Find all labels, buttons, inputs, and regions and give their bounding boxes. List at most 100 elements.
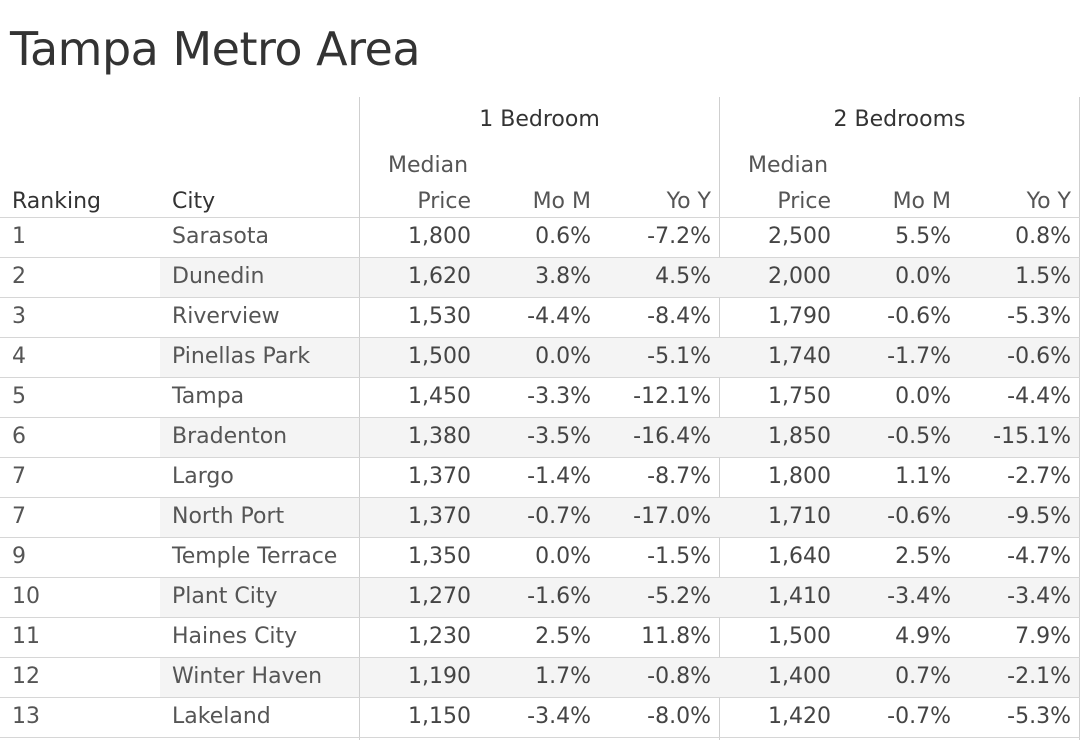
- cell-b2-yoy: 7.9%: [1015, 624, 1071, 649]
- cell-b1-yoy: -8.7%: [647, 464, 711, 489]
- cell-b1-price: 1,230: [408, 624, 471, 649]
- cell-b2-mom: 4.9%: [895, 624, 951, 649]
- row-shade: [160, 338, 359, 377]
- cell-b2-yoy: -2.1%: [1007, 664, 1071, 689]
- row-rule: [0, 297, 1080, 298]
- cell-b2-yoy: 0.8%: [1015, 224, 1071, 249]
- cell-b1-price: 1,380: [408, 424, 471, 449]
- cell-ranking: 4: [12, 344, 26, 369]
- cell-b1-yoy: -0.8%: [647, 664, 711, 689]
- cell-b1-mom: -1.6%: [527, 584, 591, 609]
- col-header-b1-price: Price: [417, 189, 471, 214]
- cell-b2-price: 1,500: [768, 624, 831, 649]
- cell-b2-mom: 0.7%: [895, 664, 951, 689]
- cell-b1-price: 1,190: [408, 664, 471, 689]
- row-shade: [360, 658, 1079, 697]
- cell-b1-mom: 2.5%: [535, 624, 591, 649]
- group-header-2-bedrooms: 2 Bedrooms: [833, 107, 966, 132]
- cell-b2-mom: 0.0%: [895, 264, 951, 289]
- cell-b1-mom: -3.3%: [527, 384, 591, 409]
- row-rule: [0, 257, 1080, 258]
- cell-b1-yoy: -8.4%: [647, 304, 711, 329]
- cell-b1-yoy: -16.4%: [633, 424, 711, 449]
- cell-city: Haines City: [172, 624, 298, 649]
- cell-b1-price: 1,350: [408, 544, 471, 569]
- cell-b2-mom: -0.6%: [887, 304, 951, 329]
- cell-b2-price: 2,000: [768, 264, 831, 289]
- cell-b2-price: 1,710: [768, 504, 831, 529]
- cell-b1-yoy: -1.5%: [647, 544, 711, 569]
- col-header-ranking: Ranking: [12, 189, 101, 214]
- cell-city: Riverview: [172, 304, 280, 329]
- row-rule: [0, 737, 1080, 738]
- row-rule: [0, 657, 1080, 658]
- cell-city: Plant City: [172, 584, 278, 609]
- cell-b2-mom: -0.5%: [887, 424, 951, 449]
- cell-b2-mom: 2.5%: [895, 544, 951, 569]
- divider-right: [1079, 97, 1080, 740]
- cell-b1-mom: 0.0%: [535, 344, 591, 369]
- cell-ranking: 7: [12, 464, 26, 489]
- cell-city: Dunedin: [172, 264, 265, 289]
- cell-b2-price: 1,790: [768, 304, 831, 329]
- cell-b2-yoy: 1.5%: [1015, 264, 1071, 289]
- cell-ranking: 12: [12, 664, 40, 689]
- col-header-b1-mom: Mo M: [532, 189, 591, 214]
- cell-city: Tampa: [172, 384, 245, 409]
- row-shade: [360, 498, 1079, 537]
- cell-city: Temple Terrace: [172, 544, 338, 569]
- group-header-1-bedroom: 1 Bedroom: [479, 107, 600, 132]
- cell-b2-mom: 0.0%: [895, 384, 951, 409]
- cell-b2-yoy: -3.4%: [1007, 584, 1071, 609]
- row-shade: [160, 658, 359, 697]
- cell-city: Pinellas Park: [172, 344, 311, 369]
- cell-b2-yoy: -5.3%: [1007, 304, 1071, 329]
- row-shade: [160, 578, 359, 617]
- cell-b1-price: 1,620: [408, 264, 471, 289]
- cell-city: Bradenton: [172, 424, 288, 449]
- cell-b1-price: 1,370: [408, 464, 471, 489]
- cell-b1-price: 1,370: [408, 504, 471, 529]
- cell-b1-mom: -3.5%: [527, 424, 591, 449]
- row-rule: [0, 537, 1080, 538]
- cell-ranking: 10: [12, 584, 40, 609]
- cell-b1-yoy: 11.8%: [641, 624, 711, 649]
- header-rule-right: [360, 217, 1080, 218]
- row-rule: [0, 697, 1080, 698]
- col-header-b2-median: Median: [748, 153, 829, 178]
- cell-b1-mom: -1.4%: [527, 464, 591, 489]
- cell-ranking: 1: [12, 224, 26, 249]
- cell-city: North Port: [172, 504, 285, 529]
- row-rule: [0, 457, 1080, 458]
- row-rule: [0, 337, 1080, 338]
- col-header-city: City: [172, 189, 216, 214]
- cell-ranking: 7: [12, 504, 26, 529]
- cell-b1-yoy: -8.0%: [647, 704, 711, 729]
- cell-b2-mom: -1.7%: [887, 344, 951, 369]
- cell-b1-price: 1,450: [408, 384, 471, 409]
- cell-b1-price: 1,270: [408, 584, 471, 609]
- cell-b1-price: 1,500: [408, 344, 471, 369]
- cell-ranking: 3: [12, 304, 26, 329]
- cell-b2-mom: -3.4%: [887, 584, 951, 609]
- cell-b2-yoy: -9.5%: [1007, 504, 1071, 529]
- cell-b2-yoy: -5.3%: [1007, 704, 1071, 729]
- cell-b2-mom: 1.1%: [895, 464, 951, 489]
- cell-ranking: 6: [12, 424, 26, 449]
- cell-b1-mom: -4.4%: [527, 304, 591, 329]
- cell-b1-price: 1,800: [408, 224, 471, 249]
- page-title: Tampa Metro Area: [10, 22, 421, 76]
- cell-b2-yoy: -2.7%: [1007, 464, 1071, 489]
- row-rule: [0, 577, 1080, 578]
- cell-b2-price: 1,400: [768, 664, 831, 689]
- cell-b1-mom: 3.8%: [535, 264, 591, 289]
- col-header-b1-yoy: Yo Y: [666, 189, 711, 214]
- row-rule: [0, 497, 1080, 498]
- cell-b1-yoy: 4.5%: [655, 264, 711, 289]
- cell-ranking: 11: [12, 624, 40, 649]
- cell-b2-price: 1,750: [768, 384, 831, 409]
- cell-b2-price: 1,420: [768, 704, 831, 729]
- cell-b2-price: 1,640: [768, 544, 831, 569]
- cell-b1-mom: 1.7%: [535, 664, 591, 689]
- cell-b1-yoy: -12.1%: [633, 384, 711, 409]
